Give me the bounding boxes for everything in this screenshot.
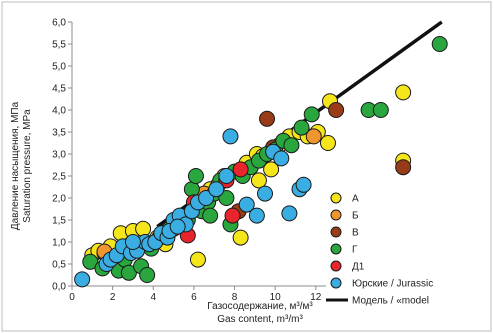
data-points bbox=[74, 36, 448, 288]
point-series-5 bbox=[238, 196, 255, 213]
point-series-5 bbox=[248, 207, 265, 224]
point-series-3 bbox=[293, 119, 310, 136]
legend-label-3: Г bbox=[352, 245, 358, 256]
point-series-5 bbox=[74, 271, 91, 288]
y-tick-label: 1,0 bbox=[52, 238, 66, 249]
legend-marker-5 bbox=[330, 277, 342, 289]
point-series-5 bbox=[273, 150, 290, 167]
legend-marker-4 bbox=[330, 260, 342, 272]
x-axis-title-ru: Газосодержание, м³/м³ bbox=[207, 301, 313, 312]
point-series-0 bbox=[263, 161, 280, 178]
point-series-5 bbox=[198, 190, 215, 206]
y-tick-label: 5,5 bbox=[52, 40, 66, 51]
y-tick-label: 2,0 bbox=[52, 194, 66, 205]
x-tick-label: 6 bbox=[191, 292, 197, 303]
point-series-5 bbox=[208, 181, 225, 198]
x-tick-label: 2 bbox=[110, 292, 116, 303]
legend-marker-1 bbox=[330, 209, 342, 221]
point-series-4 bbox=[224, 207, 241, 224]
point-series-5 bbox=[281, 205, 298, 222]
point-series-5 bbox=[124, 234, 141, 250]
point-series-2 bbox=[395, 159, 412, 176]
y-axis-title-en: Saturation pressure, MPa bbox=[22, 109, 33, 223]
legend-marker-0 bbox=[330, 192, 342, 204]
point-series-5 bbox=[295, 176, 312, 193]
point-series-0 bbox=[395, 84, 412, 101]
point-series-5 bbox=[218, 168, 235, 184]
point-series-2 bbox=[259, 110, 276, 127]
x-tick-label: 0 bbox=[69, 292, 75, 303]
x-tick-label: 12 bbox=[310, 292, 322, 303]
legend-label-4: Д1 bbox=[352, 262, 365, 273]
y-tick-label: 5,0 bbox=[52, 62, 66, 73]
point-series-3 bbox=[283, 137, 300, 154]
y-tick-label: 0,0 bbox=[52, 282, 66, 293]
x-tick-label: 8 bbox=[232, 292, 238, 303]
legend-label-0: А bbox=[352, 194, 359, 205]
point-series-3 bbox=[372, 102, 389, 118]
x-axis-title-en: Gas content, m³/m³ bbox=[217, 314, 303, 325]
y-tick-label: 0,5 bbox=[52, 260, 66, 271]
point-series-5 bbox=[222, 128, 239, 145]
point-series-0 bbox=[135, 220, 152, 237]
y-axis-title-ru: Давление насыщения, МПа bbox=[10, 101, 21, 230]
point-series-3 bbox=[202, 207, 219, 224]
legend-label-5: Юрские / Jurassic bbox=[352, 279, 433, 290]
point-series-0 bbox=[319, 135, 336, 151]
legend-marker-3 bbox=[330, 243, 342, 255]
point-series-3 bbox=[218, 190, 235, 206]
y-tick-label: 1,5 bbox=[52, 216, 66, 227]
point-series-3 bbox=[82, 253, 99, 270]
point-series-3 bbox=[431, 36, 448, 52]
point-series-5 bbox=[257, 185, 273, 202]
y-tick-label: 4,5 bbox=[52, 84, 66, 95]
x-tick-label: 10 bbox=[270, 292, 282, 303]
point-series-3 bbox=[139, 267, 156, 283]
y-tick-label: 3,5 bbox=[52, 128, 66, 139]
y-tick-label: 6,0 bbox=[52, 18, 66, 29]
point-series-2 bbox=[328, 102, 345, 118]
legend-label-2: В bbox=[352, 228, 359, 239]
point-series-4 bbox=[232, 161, 249, 178]
point-series-3 bbox=[187, 168, 204, 184]
point-series-0 bbox=[189, 251, 206, 268]
y-tick-label: 3,0 bbox=[52, 150, 66, 161]
point-series-3 bbox=[303, 106, 320, 123]
legend-marker-2 bbox=[330, 226, 342, 238]
y-tick-label: 2,5 bbox=[52, 172, 66, 183]
point-series-3 bbox=[120, 264, 137, 281]
point-series-0 bbox=[250, 172, 267, 189]
legend-background bbox=[326, 188, 486, 306]
legend-label-1: Б bbox=[352, 211, 359, 222]
point-series-0 bbox=[232, 229, 249, 246]
legend-label-model: Модель / «model bbox=[352, 296, 429, 307]
x-tick-label: 4 bbox=[150, 292, 156, 303]
point-series-5 bbox=[169, 218, 186, 235]
y-tick-label: 4,0 bbox=[52, 106, 66, 117]
point-series-1 bbox=[305, 128, 322, 145]
